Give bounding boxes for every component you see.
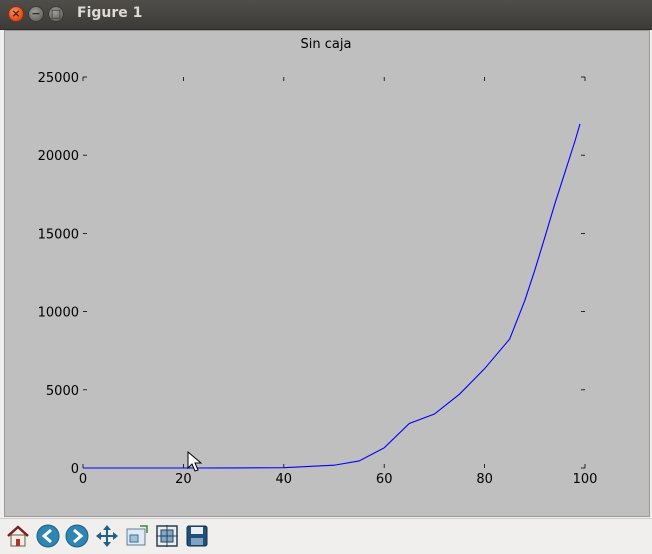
back-button[interactable] xyxy=(34,522,62,550)
home-icon xyxy=(7,525,29,547)
pan-button[interactable] xyxy=(93,522,121,550)
y-tick-label: 10000 xyxy=(38,306,79,321)
figure-canvas[interactable]: Sin caja 0 20 40 60 80 100 0 5000 10000 15000 2000… xyxy=(4,30,650,517)
x-tick-label: 80 xyxy=(476,472,493,487)
home-button[interactable] xyxy=(4,522,32,550)
x-tick-label: 0 xyxy=(79,472,87,487)
chart: Sin caja 0 20 40 60 80 100 0 5000 10000 15000 2000… xyxy=(38,37,598,487)
title-bar[interactable]: × − □ Figure 1 xyxy=(0,0,652,30)
close-button[interactable]: × xyxy=(8,6,24,22)
save-button[interactable] xyxy=(183,522,211,550)
subplots-icon xyxy=(156,525,178,547)
x-tick-label: 60 xyxy=(376,472,393,487)
zoom-rect-icon xyxy=(126,525,148,546)
x-tick-label: 100 xyxy=(573,472,598,487)
y-tick-label: 20000 xyxy=(38,149,79,164)
series-line xyxy=(83,123,581,469)
minimize-icon: − xyxy=(31,7,41,20)
forward-button[interactable] xyxy=(63,522,91,550)
y-tick-label: 0 xyxy=(71,462,79,477)
save-icon xyxy=(186,525,208,547)
close-icon: × xyxy=(11,7,21,20)
zoom-button[interactable] xyxy=(123,522,151,550)
minimize-button[interactable]: − xyxy=(28,6,44,22)
subplots-button[interactable] xyxy=(153,522,181,550)
axis-ticks xyxy=(82,76,586,469)
axis-tick-labels: 0 20 40 60 80 100 0 5000 10000 15000 20000 25000 xyxy=(38,71,598,487)
maximize-button[interactable]: □ xyxy=(48,6,64,22)
y-tick-label: 5000 xyxy=(46,384,79,399)
y-tick-label: 25000 xyxy=(38,71,79,86)
window-title: Figure 1 xyxy=(77,5,143,21)
arrow-left-icon xyxy=(36,524,60,548)
plot-series xyxy=(83,123,581,469)
arrow-right-icon xyxy=(65,524,89,548)
x-tick-label: 40 xyxy=(276,472,293,487)
navigation-toolbar xyxy=(0,518,652,554)
x-tick-label: 20 xyxy=(175,472,192,487)
move-icon xyxy=(96,525,118,547)
chart-title: Sin caja xyxy=(301,37,352,52)
maximize-icon: □ xyxy=(50,7,62,20)
mouse-cursor-icon xyxy=(187,451,203,472)
y-tick-label: 15000 xyxy=(38,227,79,242)
